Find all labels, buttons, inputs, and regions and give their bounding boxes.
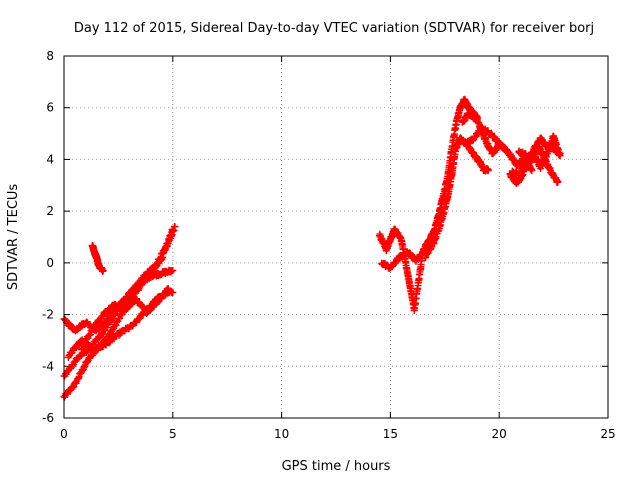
y-tick-label: -2 — [42, 308, 54, 322]
series-early-band-5 — [77, 285, 172, 353]
series-plateau-2 — [465, 143, 492, 175]
x-tick-label: 10 — [274, 427, 289, 441]
y-tick-label: -6 — [42, 411, 54, 425]
series-late-outlier — [508, 167, 521, 179]
data-point — [69, 362, 77, 370]
series-rise-band-2 — [421, 123, 512, 262]
x-axis-label: GPS time / hours — [282, 459, 391, 474]
data-point — [169, 266, 177, 274]
data-point — [528, 167, 536, 175]
axis-ticks — [63, 55, 609, 419]
y-tick-label: 4 — [46, 152, 54, 166]
data-point — [115, 331, 123, 339]
x-tick-label: 25 — [600, 427, 615, 441]
series-plateau-1 — [458, 109, 536, 175]
data-point — [171, 223, 179, 231]
grid-lines — [64, 56, 608, 418]
chart-title: Day 112 of 2015, Sidereal Day-to-day VTE… — [74, 21, 594, 36]
y-tick-labels: -6 -4 -2 0 2 4 6 8 — [42, 49, 54, 425]
y-tick-label: 2 — [46, 204, 54, 218]
series-late-band-3 — [517, 132, 564, 175]
data-point — [554, 178, 562, 186]
y-tick-label: 8 — [46, 49, 54, 63]
data-points — [60, 95, 564, 401]
data-point — [106, 337, 114, 345]
x-tick-label: 20 — [492, 427, 507, 441]
data-point — [169, 289, 177, 297]
x-tick-label: 5 — [169, 427, 177, 441]
plot-frame — [63, 55, 609, 419]
y-axis-label: SDTVAR / TECUs — [6, 184, 21, 291]
series-rise-band-1 — [426, 95, 481, 246]
y-tick-label: 0 — [46, 256, 54, 270]
data-point — [101, 327, 109, 335]
data-point — [133, 319, 141, 327]
data-point — [513, 168, 521, 176]
x-tick-labels: 0 5 10 15 20 25 — [60, 427, 615, 441]
data-point — [556, 152, 564, 160]
data-point — [164, 285, 172, 293]
data-point — [99, 267, 107, 275]
data-point — [484, 166, 492, 174]
x-tick-label: 0 — [60, 427, 68, 441]
x-tick-label: 15 — [383, 427, 398, 441]
data-point — [70, 359, 78, 367]
series-early-spike — [88, 241, 107, 275]
y-tick-label: -4 — [42, 359, 54, 373]
data-point — [86, 342, 94, 350]
series-midday-low — [378, 233, 438, 272]
y-tick-label: 6 — [46, 101, 54, 115]
